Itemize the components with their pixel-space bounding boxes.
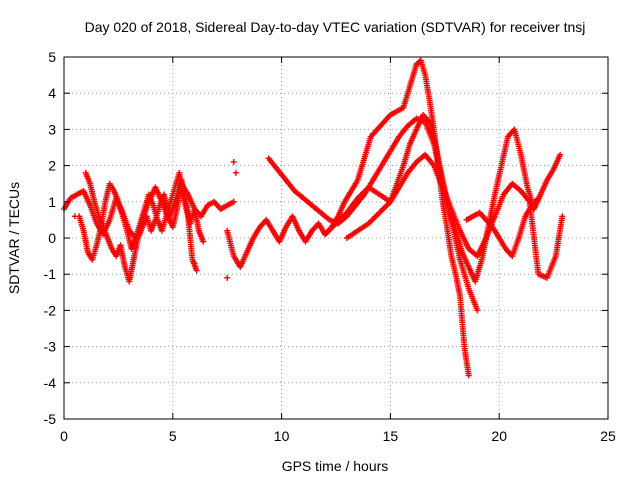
x-tick-label: 10 [274,428,290,444]
data-marker-isolated [71,213,78,220]
y-axis-label: SDTVAR / TECUs [6,182,22,294]
data-marker [200,238,207,245]
y-tick-label: -3 [44,339,57,355]
y-tick-label: 5 [48,49,56,65]
x-tick-label: 5 [169,428,177,444]
x-tick-label: 0 [60,428,68,444]
y-tick-label: -5 [44,411,57,427]
y-tick-label: -1 [44,266,57,282]
data-marker [465,372,472,379]
data-marker-isolated [230,158,237,165]
data-marker [193,267,200,274]
x-tick-label: 15 [383,428,399,444]
x-tick-label: 20 [491,428,507,444]
chart-title: Day 020 of 2018, Sidereal Day-to-day VTE… [85,19,586,35]
data-marker-isolated [224,274,231,281]
data-marker [557,151,564,158]
data-marker-isolated [191,260,198,267]
x-tick-label: 25 [600,428,616,444]
y-tick-label: 3 [48,121,56,137]
data-marker [535,195,542,202]
y-tick-label: 2 [48,158,56,174]
data-marker [559,213,566,220]
y-axis-ticks: -5 -4 -3 -2 -1 0 1 2 3 4 5 [44,49,608,427]
x-axis-label: GPS time / hours [282,458,389,474]
y-tick-label: -2 [44,302,57,318]
data-marker [230,198,237,205]
data-markers [61,57,566,379]
grid-lines [64,57,608,419]
x-axis-ticks: 0 5 10 15 20 25 [60,57,616,444]
data-marker-isolated [232,169,239,176]
y-tick-label: 4 [48,85,56,101]
y-tick-label: 1 [48,194,56,210]
y-tick-label: 0 [48,230,56,246]
data-marker [474,307,481,314]
y-tick-label: -4 [44,375,57,391]
